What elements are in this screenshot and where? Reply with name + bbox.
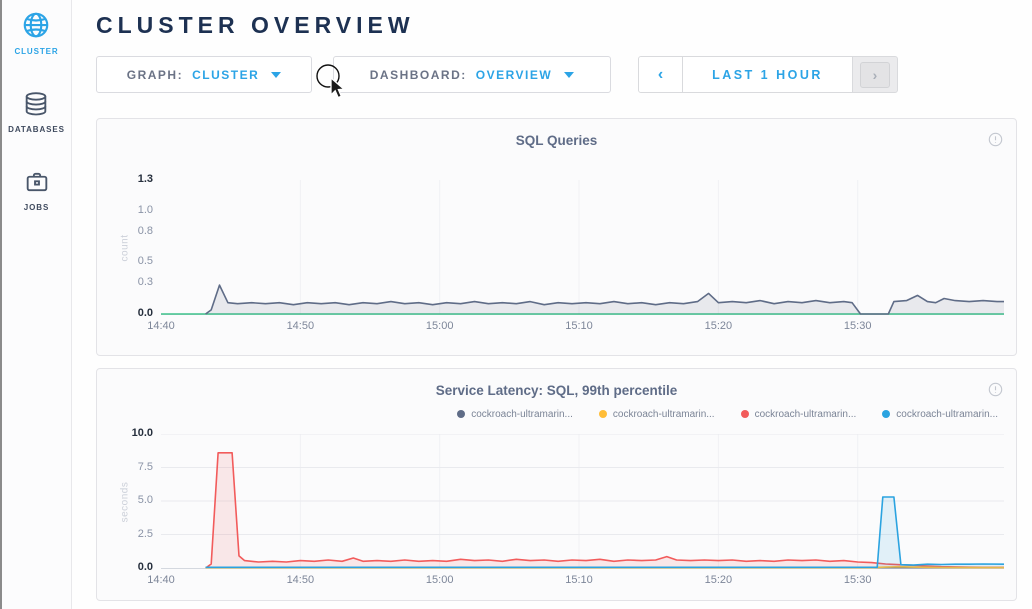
briefcase-icon [23, 168, 51, 196]
y-tick-label: 1.3 [137, 173, 153, 185]
legend-item[interactable]: cockroach-ultramarin... [882, 409, 998, 420]
graph-dropdown-value: CLUSTER [192, 67, 260, 82]
sidebar-item-label: DATABASES [8, 125, 65, 134]
service-latency-chart-card: Service Latency: SQL, 99th percentile co… [96, 368, 1017, 601]
x-axis-labels: 14:40 14:50 15:00 15:10 15:20 15:30 [147, 315, 1004, 337]
y-tick-label: 7.5 [137, 460, 153, 473]
y-axis-labels: 0.0 0.3 0.5 0.8 1.0 1.3 [109, 173, 161, 319]
databases-icon [22, 90, 50, 118]
sidebar-item-label: CLUSTER [14, 47, 59, 56]
x-tick-label: 15:30 [843, 574, 872, 586]
sql-queries-chart-card: SQL Queries count 0.0 0.3 0.5 0.8 1.0 1.3 14:… [96, 118, 1017, 356]
x-tick-label: 14:40 [147, 574, 175, 586]
y-tick-label: 10.0 [131, 427, 153, 439]
x-tick-label: 15:10 [565, 320, 593, 332]
y-tick-label: 2.5 [137, 527, 153, 540]
x-tick-label: 15:20 [704, 320, 733, 332]
legend-item[interactable]: cockroach-ultramarin... [740, 408, 857, 420]
chart-svg [161, 433, 1005, 569]
x-tick-label: 14:50 [286, 320, 315, 332]
chevron-down-icon [564, 71, 575, 78]
legend-dot-icon [457, 410, 466, 418]
chart-title: SQL Queries [515, 133, 598, 148]
dashboard-dropdown-label: DASHBOARD: [369, 67, 467, 82]
x-tick-label: 15:30 [843, 320, 872, 332]
chart-canvas [161, 433, 1005, 569]
time-range-label[interactable]: LAST 1 HOUR [683, 57, 853, 92]
chevron-down-icon [271, 71, 282, 78]
y-tick-label: 1.0 [137, 203, 153, 216]
chart-title: Service Latency: SQL, 99th percentile [435, 383, 678, 398]
info-icon[interactable] [988, 382, 1003, 402]
x-tick-label: 14:50 [286, 574, 315, 586]
info-icon[interactable] [988, 132, 1003, 152]
y-tick-label: 5.0 [137, 494, 153, 506]
time-range-selector: ‹ LAST 1 HOUR › [638, 56, 898, 93]
series-line-sql-queries [205, 284, 1004, 315]
chart-plot-area: seconds 0.0 2.5 5.0 7.5 10.0 [109, 427, 1005, 573]
dashboard-dropdown-value: OVERVIEW [475, 67, 553, 82]
sidebar-item-cluster[interactable]: CLUSTER [14, 10, 58, 56]
legend-label: cockroach-ultramarin... [896, 408, 998, 420]
chart-plot-area: count 0.0 0.3 0.5 0.8 1.0 1.3 [109, 173, 1005, 319]
y-tick-label: 0.3 [137, 276, 153, 289]
x-axis-labels: 14:40 14:50 15:00 15:10 15:20 15:30 [147, 569, 1004, 591]
sidebar-item-jobs[interactable]: JOBS [23, 168, 51, 212]
x-tick-label: 14:40 [147, 320, 175, 332]
legend-label: cockroach-ultramarin... [471, 408, 573, 420]
x-tick-label: 15:00 [425, 320, 454, 332]
globe-icon [21, 10, 51, 40]
chart-canvas [161, 180, 1005, 315]
legend-dot-icon [740, 410, 749, 418]
legend-item[interactable]: cockroach-ultramarin... [457, 409, 573, 420]
legend-item[interactable]: cockroach-ultramarin... [598, 408, 715, 420]
series-fill-node-4-blue [205, 497, 1005, 568]
x-tick-label: 15:10 [565, 574, 593, 586]
chart-legend: cockroach-ultramarin... cockroach-ultrama… [109, 406, 1004, 422]
main-content: CLUSTER OVERVIEW GRAPH: CLUSTER DASHBOAR… [72, 0, 1032, 609]
time-range-next-area: › [853, 57, 897, 92]
y-tick-label: 0.0 [137, 561, 153, 573]
sidebar: CLUSTER DATABASES JOBS [2, 0, 72, 609]
series-line-node-4-blue [205, 496, 1005, 569]
x-tick-label: 15:20 [704, 574, 733, 586]
legend-dot-icon [882, 410, 891, 418]
x-tick-label: 15:00 [425, 574, 454, 586]
series-fill-sql-queries [205, 285, 1005, 314]
graph-dropdown-label: GRAPH: [126, 67, 184, 82]
time-range-prev-button[interactable]: ‹ [639, 57, 683, 92]
sidebar-item-databases[interactable]: DATABASES [8, 90, 65, 134]
series-line-node-3-red [205, 452, 1004, 569]
time-range-next-button[interactable]: › [860, 61, 890, 88]
page-title: CLUSTER OVERVIEW [96, 12, 415, 38]
y-axis-labels: 0.0 2.5 5.0 7.5 10.0 [109, 427, 161, 573]
chart-svg [161, 180, 1005, 315]
sidebar-item-label: JOBS [23, 203, 50, 212]
y-tick-label: 0.5 [137, 255, 153, 268]
y-tick-label: 0.8 [137, 224, 153, 237]
legend-label: cockroach-ultramarin... [754, 408, 857, 420]
dashboard-dropdown[interactable]: DASHBOARD: OVERVIEW [333, 56, 611, 93]
controls-bar: GRAPH: CLUSTER DASHBOARD: OVERVIEW ‹ LAS… [96, 56, 1017, 93]
legend-label: cockroach-ultramarin... [612, 408, 715, 420]
legend-dot-icon [598, 410, 607, 418]
graph-dropdown[interactable]: GRAPH: CLUSTER [96, 56, 312, 93]
y-tick-label: 0.0 [137, 307, 153, 319]
